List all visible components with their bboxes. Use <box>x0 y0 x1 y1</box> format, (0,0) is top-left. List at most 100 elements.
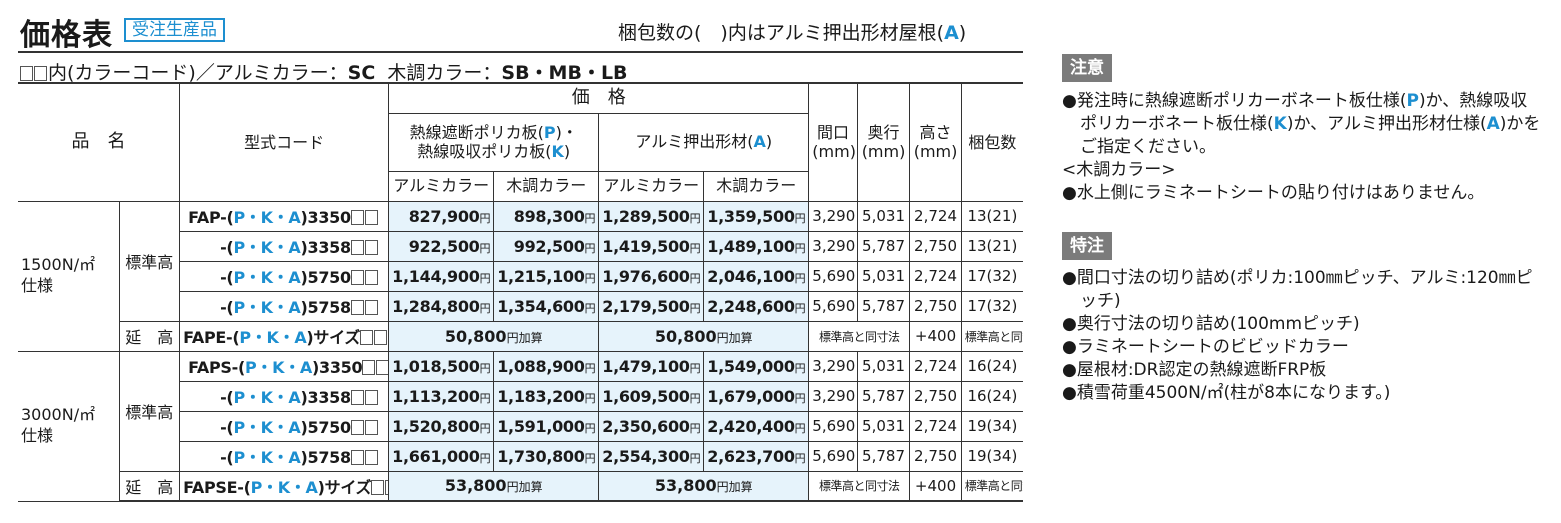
price-value: 1,661,000 <box>392 446 480 466</box>
table-row: 3000N/㎡ 仕様 標準高 FAPS-(P・K・A)3350 1,018,500… <box>18 350 1023 502</box>
yen-unit: 円 <box>794 451 806 465</box>
standard-height-label: 標準高 <box>118 350 181 472</box>
price-cell: 1,113,200円 <box>388 380 495 412</box>
price-table: 品 名 型式コード 価 格 間口 (mm) 奥行 (mm) 高さ (mm) 梱包数 熱… <box>18 82 1023 502</box>
yen-unit: 円 <box>794 361 806 375</box>
price-cell: 1,591,000円 <box>493 410 600 442</box>
price-cell: 1,354,600円 <box>493 290 600 322</box>
color-code-box-icon <box>360 330 374 345</box>
color-code-box-icon <box>364 420 378 435</box>
notes-list: ●発注時に熱線遮断ポリカーボネート板仕様(P)か、熱線吸収ポリカーボネート板仕様… <box>1062 90 1542 205</box>
color-code-box-icon <box>350 450 364 465</box>
price-cell: 2,248,600円 <box>703 290 810 322</box>
price-value: 1,113,200 <box>392 386 480 406</box>
code-prefix: -( <box>220 268 234 287</box>
add-suffix: 円加算 <box>716 330 753 345</box>
color-code-box-icon <box>350 270 364 285</box>
yen-unit: 円 <box>584 271 596 285</box>
price-cell: 2,179,500円 <box>598 290 705 322</box>
code-suffix: )3358 <box>300 388 351 407</box>
color-code-box-icon <box>385 479 388 495</box>
load-spec-suffix: 仕様 <box>21 426 54 445</box>
price-cell: 2,420,400円 <box>703 410 810 442</box>
price-value: 2,554,300 <box>602 446 690 466</box>
table-row: -(P・K・A)5758 1,284,800円 1,354,600円 2,179… <box>18 290 1023 322</box>
type-code: FAPSE-(P・K・A)サイズ <box>179 470 390 502</box>
price-value: 1,144,900 <box>392 266 480 286</box>
price-cell: 1,479,100円 <box>598 350 705 382</box>
price-cell: 2,350,600円 <box>598 410 705 442</box>
price-value: 2,046,100 <box>707 266 795 286</box>
poly-line2: 熱線吸収ポリカ板( <box>417 142 552 161</box>
header-aluminum: アルミ押出形材(A) <box>598 112 809 172</box>
yen-unit: 円 <box>584 451 596 465</box>
depth-value: 5,031 <box>856 260 911 292</box>
width-value: 3,290 <box>808 200 858 232</box>
price-value: 1,215,100 <box>497 266 585 286</box>
load-spec: 1500N/㎡ <box>21 255 96 275</box>
color-code-box-icon <box>362 360 376 375</box>
price-value: 1,359,500 <box>707 206 795 226</box>
price-cell: 992,500円 <box>493 230 600 262</box>
price-value: 1,479,100 <box>602 356 690 376</box>
code-prefix: -( <box>220 388 234 407</box>
code-suffix: )3350 <box>300 208 352 227</box>
code-suffix: )サイズ <box>317 477 372 497</box>
yen-unit: 円 <box>584 361 596 375</box>
list-item: ●積雪荷重4500N/㎡(柱が8本になります。) <box>1062 383 1391 403</box>
color-code-box-icon <box>350 240 364 255</box>
extension-same-dimensions: 標準高と同寸法 <box>808 470 911 502</box>
extension-label: 延 高 <box>119 470 181 502</box>
alumi-letter-a: A <box>753 132 766 152</box>
code-letters: P・K・A <box>244 358 312 377</box>
price-cell: 1,661,000円 <box>388 440 495 472</box>
height-value: 2,750 <box>909 230 962 262</box>
package-count: 19(34) <box>960 440 1023 472</box>
yen-unit: 円 <box>479 361 491 375</box>
price-value: 1,284,800 <box>392 296 480 316</box>
yen-unit: 円 <box>479 451 491 465</box>
extension-height: +400 <box>909 470 962 502</box>
height-value: 2,724 <box>909 350 962 382</box>
height-value: 2,750 <box>909 440 962 472</box>
price-value: 1,419,500 <box>602 236 690 256</box>
alumi-color-code: SC <box>347 62 376 84</box>
depth-value: 5,787 <box>856 440 911 472</box>
price-value: 2,350,600 <box>602 416 690 436</box>
add-suffix: 円加算 <box>506 480 543 495</box>
code-letters: P・K・A <box>239 328 307 347</box>
wood-color-label: 木調カラー： <box>387 62 502 84</box>
color-code-box-icon <box>376 360 388 375</box>
code-prefix: -( <box>220 448 234 467</box>
price-cell: 827,900円 <box>388 200 495 232</box>
header-packages: 梱包数 <box>960 82 1023 202</box>
width-value: 5,690 <box>808 440 858 472</box>
pack-note-close: ) <box>958 22 967 44</box>
color-code-box-icon <box>364 450 378 465</box>
color-code-box-icon <box>350 420 364 435</box>
price-cell: 1,679,000円 <box>703 380 810 412</box>
yen-unit: 円 <box>584 211 596 225</box>
width-value: 5,690 <box>808 290 858 322</box>
price-cell: 1,088,900円 <box>493 350 600 382</box>
extension-label: 延 高 <box>119 320 181 352</box>
poly-line2-close: ) <box>563 142 571 161</box>
price-value: 53,800 <box>654 476 717 496</box>
code-letters: P・K・A <box>233 418 301 437</box>
color-code-box-icon <box>350 300 364 315</box>
header-polycarbonate: 熱線遮断ポリカ板(P)・ 熱線吸収ポリカ板(K) <box>388 112 600 172</box>
yen-unit: 円 <box>584 391 596 405</box>
width-value: 3,290 <box>808 230 858 262</box>
price-cell: 1,018,500円 <box>388 350 495 382</box>
color-code-note: 内(カラーコード)／アルミカラー：SC 木調カラー：SB・MB・LB <box>20 58 628 85</box>
note-text: ●発注時に熱線遮断ポリカーボネート板仕様( <box>1062 91 1407 111</box>
note-text: )かをご指定ください。 <box>1080 114 1541 157</box>
code-suffix: )5758 <box>300 448 351 467</box>
yen-unit: 円 <box>689 271 701 285</box>
header-product-name: 品 名 <box>18 82 181 202</box>
price-cell: 1,549,000円 <box>703 350 810 382</box>
yen-unit: 円 <box>584 241 596 255</box>
load-spec-cell: 3000N/㎡ 仕様 <box>18 350 120 502</box>
price-value: 1,183,200 <box>497 386 585 406</box>
price-cell: 922,500円 <box>388 230 495 262</box>
